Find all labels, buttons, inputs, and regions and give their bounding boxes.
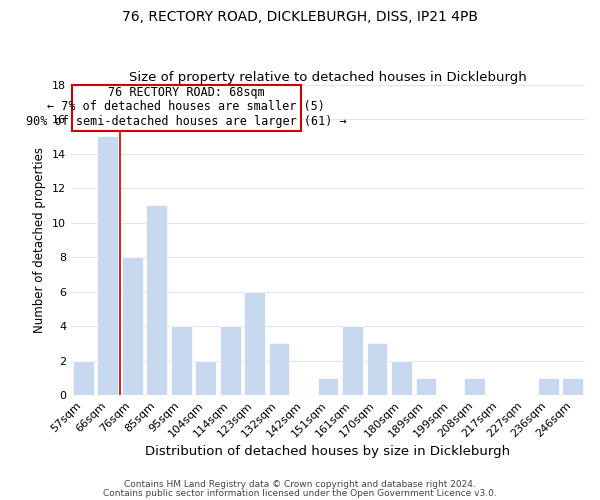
Bar bbox=[317, 378, 338, 395]
Text: 90% of semi-detached houses are larger (61) →: 90% of semi-detached houses are larger (… bbox=[26, 115, 347, 128]
Bar bbox=[464, 378, 485, 395]
Bar bbox=[391, 360, 412, 395]
Bar bbox=[244, 292, 265, 395]
Bar bbox=[195, 360, 216, 395]
Title: Size of property relative to detached houses in Dickleburgh: Size of property relative to detached ho… bbox=[129, 72, 527, 85]
Bar bbox=[269, 344, 289, 395]
Bar bbox=[562, 378, 583, 395]
Bar bbox=[171, 326, 191, 395]
Bar bbox=[97, 136, 118, 395]
Bar bbox=[538, 378, 559, 395]
X-axis label: Distribution of detached houses by size in Dickleburgh: Distribution of detached houses by size … bbox=[145, 444, 511, 458]
Bar bbox=[146, 206, 167, 395]
Text: Contains public sector information licensed under the Open Government Licence v3: Contains public sector information licen… bbox=[103, 488, 497, 498]
Text: 76 RECTORY ROAD: 68sqm: 76 RECTORY ROAD: 68sqm bbox=[108, 86, 265, 99]
Bar bbox=[122, 257, 143, 395]
Bar bbox=[416, 378, 436, 395]
Text: 76, RECTORY ROAD, DICKLEBURGH, DISS, IP21 4PB: 76, RECTORY ROAD, DICKLEBURGH, DISS, IP2… bbox=[122, 10, 478, 24]
Bar bbox=[367, 344, 388, 395]
Bar bbox=[220, 326, 241, 395]
Text: Contains HM Land Registry data © Crown copyright and database right 2024.: Contains HM Land Registry data © Crown c… bbox=[124, 480, 476, 489]
Y-axis label: Number of detached properties: Number of detached properties bbox=[34, 147, 46, 333]
FancyBboxPatch shape bbox=[71, 84, 301, 131]
Text: ← 7% of detached houses are smaller (5): ← 7% of detached houses are smaller (5) bbox=[47, 100, 325, 112]
Bar bbox=[73, 360, 94, 395]
Bar bbox=[342, 326, 363, 395]
